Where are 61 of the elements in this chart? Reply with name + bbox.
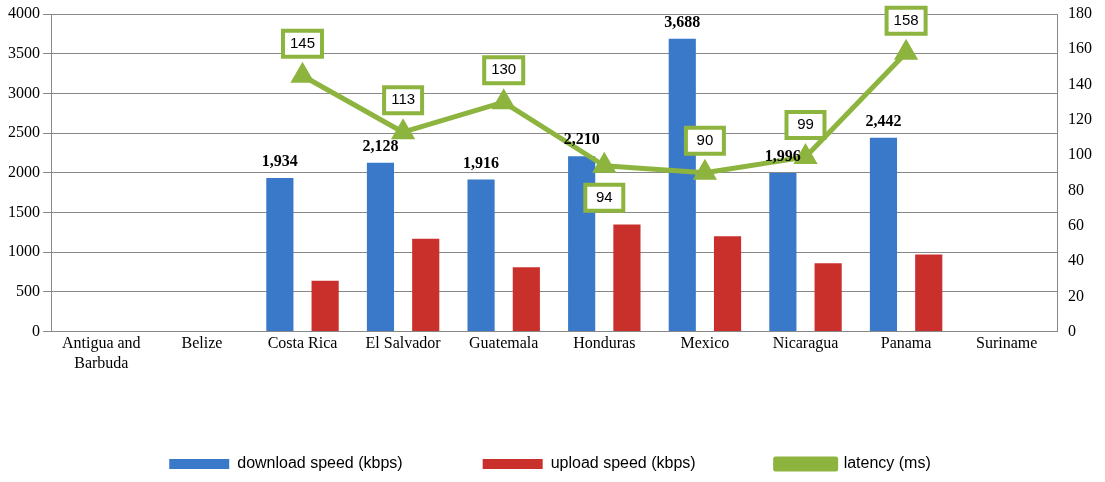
y2-tick-label: 80 (1068, 180, 1084, 198)
y-tick-label: 2500 (8, 123, 40, 141)
y2-tick-label: 180 (1068, 4, 1092, 22)
x-tick-label: Nicaragua (772, 334, 839, 353)
bar (512, 267, 540, 332)
bar (869, 137, 898, 332)
y2-tick-label: 40 (1068, 251, 1084, 269)
bar (467, 179, 495, 332)
y-tick-label: 500 (16, 282, 40, 300)
bar (613, 224, 641, 332)
bar (915, 254, 943, 332)
y2-tick-label: 160 (1068, 39, 1092, 57)
y2-tick-label: 20 (1068, 286, 1084, 304)
y-tick-label: 4000 (8, 4, 40, 22)
bar (769, 173, 797, 332)
bar (568, 156, 596, 332)
bar (311, 280, 339, 332)
bar (814, 263, 842, 332)
y-tick-label: 3500 (8, 43, 40, 61)
x-tick-label: Antigua and Barbuda (61, 334, 141, 371)
data-label: 1,916 (463, 153, 500, 171)
data-label: 90 (696, 130, 714, 148)
data-label: 2,128 (362, 136, 399, 154)
x-tick-label: Mexico (680, 334, 730, 352)
point (391, 118, 416, 140)
legend-label: latency (ms) (843, 454, 931, 472)
y2-tick-label: 0 (1068, 321, 1076, 339)
x-tick-label: Costa Rica (267, 334, 338, 352)
x-tick-label: El Salvador (365, 334, 442, 352)
bar (713, 236, 742, 332)
data-label: 130 (491, 60, 517, 78)
data-label: 94 (595, 187, 613, 205)
data-label: 2,210 (563, 130, 600, 148)
data-label: 1,934 (261, 152, 298, 170)
y2-tick-label: 140 (1068, 74, 1092, 92)
legend-label: download speed (kbps) (237, 454, 403, 472)
y-tick-label: 1000 (8, 242, 40, 260)
data-label: 3,688 (664, 12, 701, 30)
legend-label: upload speed (kbps) (550, 454, 696, 472)
bar (668, 38, 696, 332)
x-tick-label: Belize (181, 334, 223, 352)
x-tick-label: Guatemala (469, 334, 539, 352)
point (491, 88, 515, 110)
y2-tick-label: 60 (1068, 215, 1084, 233)
x-tick-label: Honduras (573, 334, 636, 352)
data-label: 99 (797, 115, 814, 133)
data-label: 113 (391, 90, 416, 108)
y2-tick-label: 100 (1068, 145, 1092, 163)
bar (366, 162, 395, 332)
x-tick-label: Suriname (976, 334, 1038, 352)
x-tick-label: Panama (880, 334, 932, 352)
data-label: 145 (289, 33, 316, 51)
data-label: 158 (893, 10, 919, 28)
y-tick-label: 0 (32, 321, 40, 339)
data-label: 2,442 (865, 111, 902, 129)
y-tick-label: 1500 (8, 202, 40, 220)
y2-tick-label: 120 (1068, 110, 1092, 128)
y-tick-label: 2000 (8, 163, 40, 180)
bar (412, 238, 440, 332)
bar (266, 178, 294, 332)
y-tick-label: 3000 (8, 83, 40, 101)
